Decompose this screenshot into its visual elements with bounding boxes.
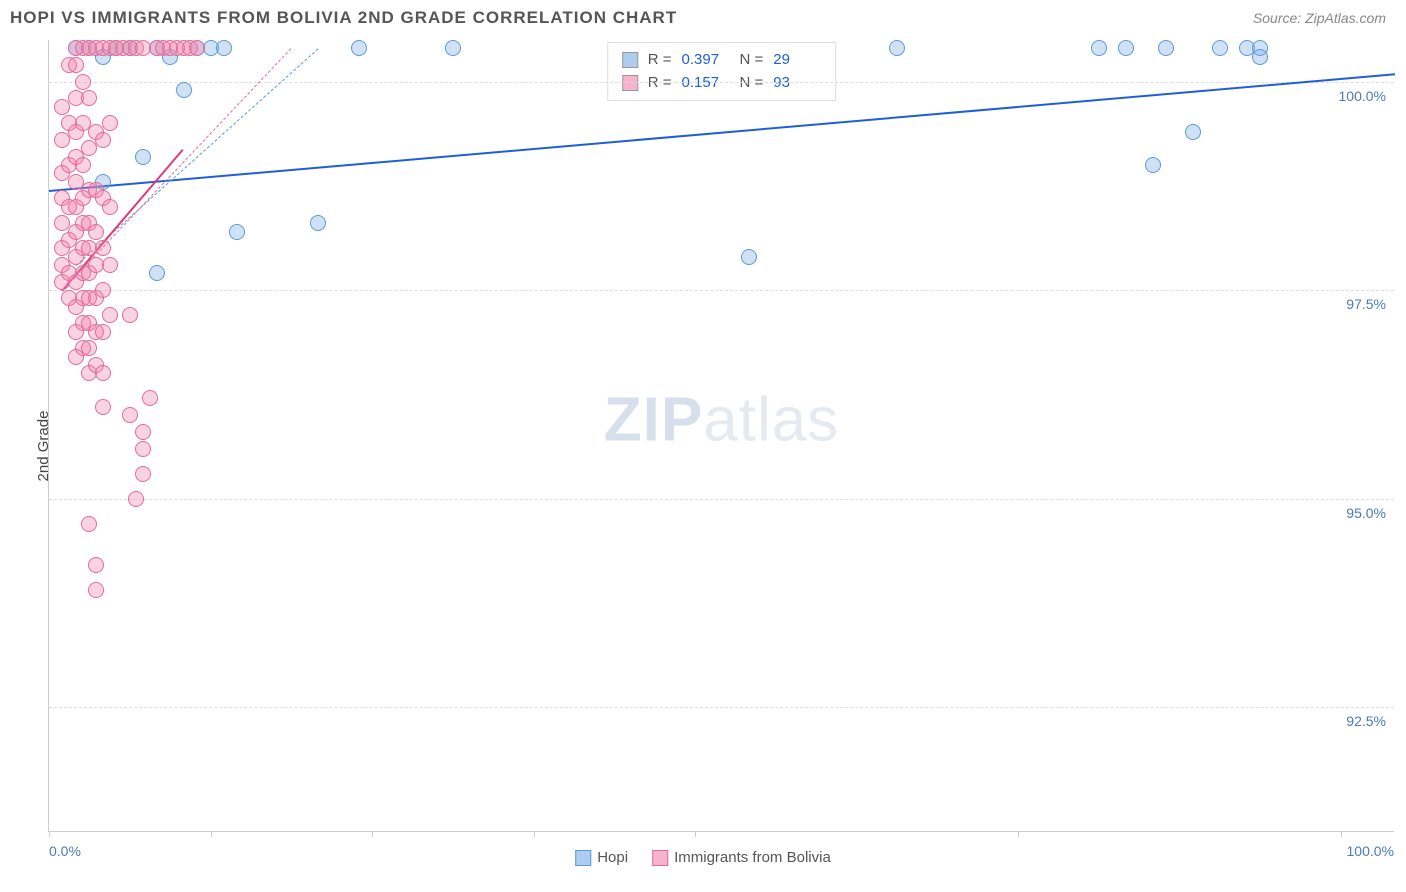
stats-row: R = 0.397 N = 29 [622,49,822,72]
data-point [149,265,165,281]
chart-title: HOPI VS IMMIGRANTS FROM BOLIVIA 2ND GRAD… [10,8,677,28]
stat-label: N = [740,72,764,95]
data-point [75,157,91,173]
data-point [102,307,118,323]
data-point [1145,157,1161,173]
data-point [75,74,91,90]
legend-item: Immigrants from Bolivia [652,849,831,866]
data-point [81,340,97,356]
data-point [95,399,111,415]
xtick [49,831,50,837]
legend-item: Hopi [575,849,628,866]
data-point [1252,49,1268,65]
data-point [135,424,151,440]
data-point [176,82,192,98]
data-point [81,90,97,106]
stats-legend-box: R = 0.397 N = 29 R = 0.157 N = 93 [607,42,837,101]
data-point [1158,40,1174,56]
gridline [49,499,1394,500]
data-point [889,40,905,56]
stat-label: R = [648,49,672,72]
data-point [310,215,326,231]
data-point [1091,40,1107,56]
data-point [81,516,97,532]
data-point [88,582,104,598]
data-point [128,491,144,507]
data-point [95,132,111,148]
ytick-label: 97.5% [1346,296,1386,312]
stats-row: R = 0.157 N = 93 [622,72,822,95]
stat-value: 0.157 [682,72,730,95]
data-point [95,240,111,256]
series-legend: Hopi Immigrants from Bolivia [575,849,831,866]
data-point [1185,124,1201,140]
gridline [49,82,1394,83]
data-point [102,115,118,131]
data-point [88,224,104,240]
xtick [211,831,212,837]
xaxis-label-right: 100.0% [1347,843,1394,859]
data-point [122,407,138,423]
ytick-label: 95.0% [1346,505,1386,521]
stat-label: R = [648,72,672,95]
stat-value: 93 [773,72,821,95]
scatter-chart: ZIPatlas R = 0.397 N = 29 R = 0.157 N = 93 92.5… [48,40,1394,832]
data-point [189,40,205,56]
gridline [49,290,1394,291]
data-point [88,557,104,573]
legend-label: Hopi [597,849,628,866]
ytick-label: 92.5% [1346,713,1386,729]
data-point [1118,40,1134,56]
data-point [122,307,138,323]
data-point [351,40,367,56]
source-attribution: Source: ZipAtlas.com [1253,10,1386,26]
legend-swatch [622,75,638,91]
data-point [445,40,461,56]
data-point [135,466,151,482]
data-point [1212,40,1228,56]
legend-swatch [622,52,638,68]
xtick [1018,831,1019,837]
legend-swatch [652,850,668,866]
data-point [68,57,84,73]
data-point [142,390,158,406]
xtick [695,831,696,837]
data-point [95,365,111,381]
stat-label: N = [740,49,764,72]
data-point [102,257,118,273]
watermark: ZIPatlas [604,384,839,455]
xaxis-label-left: 0.0% [49,843,81,859]
xtick [1341,831,1342,837]
legend-swatch [575,850,591,866]
xtick [372,831,373,837]
stat-value: 0.397 [682,49,730,72]
data-point [102,199,118,215]
data-point [135,441,151,457]
data-point [216,40,232,56]
data-point [135,149,151,165]
legend-label: Immigrants from Bolivia [674,849,831,866]
data-point [741,249,757,265]
xtick [534,831,535,837]
stat-value: 29 [773,49,821,72]
data-point [229,224,245,240]
gridline [49,707,1394,708]
data-point [95,282,111,298]
data-point [95,324,111,340]
ytick-label: 100.0% [1339,88,1386,104]
